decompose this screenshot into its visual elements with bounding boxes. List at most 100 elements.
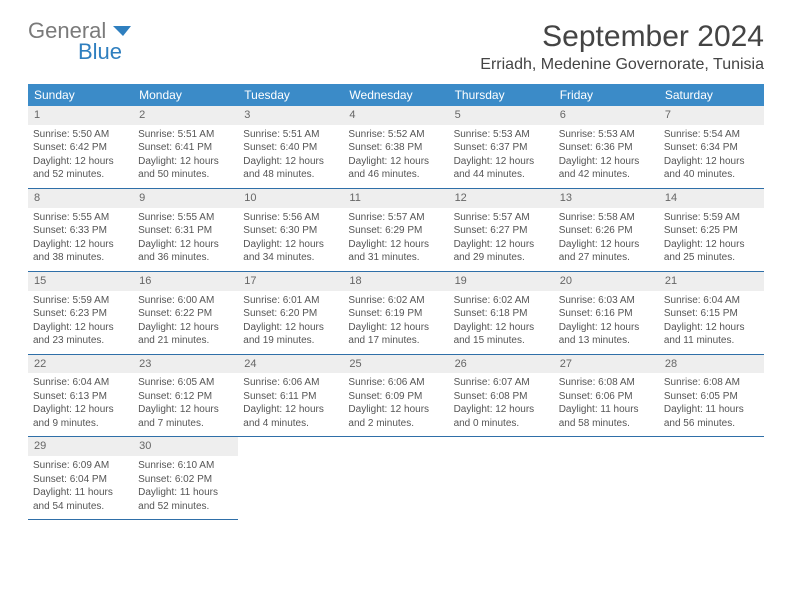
- sunset: Sunset: 6:36 PM: [559, 141, 654, 155]
- sunset: Sunset: 6:19 PM: [348, 307, 443, 321]
- day-number: 23: [133, 354, 238, 373]
- sunrise: Sunrise: 6:02 AM: [454, 294, 549, 308]
- sunset: Sunset: 6:15 PM: [664, 307, 759, 321]
- day-cell: Sunrise: 6:02 AMSunset: 6:19 PMDaylight:…: [343, 291, 448, 355]
- day-number: [449, 437, 554, 456]
- weekday-header: Thursday: [449, 84, 554, 106]
- day-number: 4: [343, 106, 448, 125]
- sunrise: Sunrise: 5:57 AM: [348, 211, 443, 225]
- day-cell: Sunrise: 5:55 AMSunset: 6:31 PMDaylight:…: [133, 208, 238, 272]
- daylight: Daylight: 12 hours and 52 minutes.: [33, 155, 128, 182]
- sunset: Sunset: 6:37 PM: [454, 141, 549, 155]
- sunrise: Sunrise: 6:08 AM: [559, 376, 654, 390]
- day-cell: Sunrise: 6:08 AMSunset: 6:05 PMDaylight:…: [659, 373, 764, 437]
- daylight: Daylight: 12 hours and 7 minutes.: [138, 403, 233, 430]
- sunrise: Sunrise: 6:05 AM: [138, 376, 233, 390]
- logo-blue: Blue: [78, 41, 133, 63]
- sunset: Sunset: 6:08 PM: [454, 390, 549, 404]
- daylight: Daylight: 11 hours and 56 minutes.: [664, 403, 759, 430]
- sunrise: Sunrise: 5:51 AM: [243, 128, 338, 142]
- daylight: Daylight: 12 hours and 9 minutes.: [33, 403, 128, 430]
- day-number: [238, 437, 343, 456]
- sunrise: Sunrise: 6:02 AM: [348, 294, 443, 308]
- daylight: Daylight: 12 hours and 23 minutes.: [33, 321, 128, 348]
- daylight: Daylight: 12 hours and 11 minutes.: [664, 321, 759, 348]
- weekday-header: Wednesday: [343, 84, 448, 106]
- sunset: Sunset: 6:26 PM: [559, 224, 654, 238]
- sunset: Sunset: 6:09 PM: [348, 390, 443, 404]
- day-cell: Sunrise: 5:59 AMSunset: 6:25 PMDaylight:…: [659, 208, 764, 272]
- sunset: Sunset: 6:34 PM: [664, 141, 759, 155]
- day-number: 8: [28, 188, 133, 207]
- day-cell: Sunrise: 5:53 AMSunset: 6:37 PMDaylight:…: [449, 125, 554, 189]
- daylight: Daylight: 12 hours and 4 minutes.: [243, 403, 338, 430]
- sunset: Sunset: 6:05 PM: [664, 390, 759, 404]
- day-number: 24: [238, 354, 343, 373]
- day-cell: Sunrise: 5:56 AMSunset: 6:30 PMDaylight:…: [238, 208, 343, 272]
- calendar-head: Sunday Monday Tuesday Wednesday Thursday…: [28, 84, 764, 106]
- day-number: 9: [133, 188, 238, 207]
- day-cell: Sunrise: 6:08 AMSunset: 6:06 PMDaylight:…: [554, 373, 659, 437]
- weekday-header: Friday: [554, 84, 659, 106]
- sunset: Sunset: 6:13 PM: [33, 390, 128, 404]
- title-block: September 2024 Erriadh, Medenine Governo…: [480, 20, 764, 74]
- daylight: Daylight: 12 hours and 29 minutes.: [454, 238, 549, 265]
- day-number: 1: [28, 106, 133, 125]
- sunrise: Sunrise: 5:55 AM: [138, 211, 233, 225]
- daylight: Daylight: 12 hours and 36 minutes.: [138, 238, 233, 265]
- calendar-body: 1234567Sunrise: 5:50 AMSunset: 6:42 PMDa…: [28, 106, 764, 520]
- daylight: Daylight: 12 hours and 2 minutes.: [348, 403, 443, 430]
- sunrise: Sunrise: 6:07 AM: [454, 376, 549, 390]
- daylight: Daylight: 12 hours and 27 minutes.: [559, 238, 654, 265]
- day-number: 15: [28, 271, 133, 290]
- daylight: Daylight: 12 hours and 40 minutes.: [664, 155, 759, 182]
- day-cell: Sunrise: 5:50 AMSunset: 6:42 PMDaylight:…: [28, 125, 133, 189]
- day-number: 27: [554, 354, 659, 373]
- day-data-row: Sunrise: 6:04 AMSunset: 6:13 PMDaylight:…: [28, 373, 764, 437]
- day-number: [343, 437, 448, 456]
- day-number: 25: [343, 354, 448, 373]
- sunrise: Sunrise: 6:06 AM: [243, 376, 338, 390]
- calendar-table: Sunday Monday Tuesday Wednesday Thursday…: [28, 84, 764, 520]
- daynum-row: 22232425262728: [28, 354, 764, 373]
- day-cell: Sunrise: 5:57 AMSunset: 6:27 PMDaylight:…: [449, 208, 554, 272]
- sunset: Sunset: 6:31 PM: [138, 224, 233, 238]
- sunset: Sunset: 6:06 PM: [559, 390, 654, 404]
- day-number: 29: [28, 437, 133, 456]
- day-cell: Sunrise: 6:04 AMSunset: 6:15 PMDaylight:…: [659, 291, 764, 355]
- day-data-row: Sunrise: 5:59 AMSunset: 6:23 PMDaylight:…: [28, 291, 764, 355]
- day-cell: Sunrise: 6:09 AMSunset: 6:04 PMDaylight:…: [28, 456, 133, 520]
- daynum-row: 15161718192021: [28, 271, 764, 290]
- day-cell: Sunrise: 6:10 AMSunset: 6:02 PMDaylight:…: [133, 456, 238, 520]
- day-cell: Sunrise: 6:07 AMSunset: 6:08 PMDaylight:…: [449, 373, 554, 437]
- sunrise: Sunrise: 5:52 AM: [348, 128, 443, 142]
- day-cell: Sunrise: 5:52 AMSunset: 6:38 PMDaylight:…: [343, 125, 448, 189]
- sunset: Sunset: 6:18 PM: [454, 307, 549, 321]
- sunset: Sunset: 6:38 PM: [348, 141, 443, 155]
- sunrise: Sunrise: 5:53 AM: [559, 128, 654, 142]
- day-number: [554, 437, 659, 456]
- day-number: 11: [343, 188, 448, 207]
- day-cell: [554, 456, 659, 520]
- daylight: Daylight: 12 hours and 46 minutes.: [348, 155, 443, 182]
- day-data-row: Sunrise: 5:50 AMSunset: 6:42 PMDaylight:…: [28, 125, 764, 189]
- daylight: Daylight: 11 hours and 52 minutes.: [138, 486, 233, 513]
- day-number: 20: [554, 271, 659, 290]
- sunrise: Sunrise: 6:04 AM: [664, 294, 759, 308]
- day-cell: Sunrise: 5:59 AMSunset: 6:23 PMDaylight:…: [28, 291, 133, 355]
- day-cell: Sunrise: 5:53 AMSunset: 6:36 PMDaylight:…: [554, 125, 659, 189]
- day-number: [659, 437, 764, 456]
- daylight: Daylight: 12 hours and 21 minutes.: [138, 321, 233, 348]
- day-cell: Sunrise: 6:00 AMSunset: 6:22 PMDaylight:…: [133, 291, 238, 355]
- day-number: 22: [28, 354, 133, 373]
- daylight: Daylight: 12 hours and 48 minutes.: [243, 155, 338, 182]
- day-cell: Sunrise: 6:06 AMSunset: 6:09 PMDaylight:…: [343, 373, 448, 437]
- day-number: 10: [238, 188, 343, 207]
- daylight: Daylight: 12 hours and 44 minutes.: [454, 155, 549, 182]
- sunrise: Sunrise: 6:04 AM: [33, 376, 128, 390]
- sunrise: Sunrise: 5:56 AM: [243, 211, 338, 225]
- day-number: 21: [659, 271, 764, 290]
- sunset: Sunset: 6:29 PM: [348, 224, 443, 238]
- day-number: 17: [238, 271, 343, 290]
- sunrise: Sunrise: 5:59 AM: [33, 294, 128, 308]
